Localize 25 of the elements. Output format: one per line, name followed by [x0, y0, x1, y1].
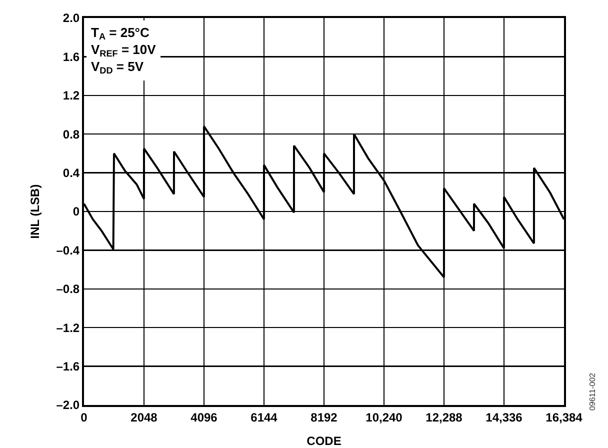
- x-tick-label: 4096: [190, 410, 218, 424]
- y-tick-label: 0.8: [62, 127, 80, 142]
- text: 09611-002: [588, 372, 598, 411]
- y-tick-label: –0.4: [56, 243, 80, 258]
- x-tick-label: 6144: [250, 410, 278, 424]
- y-tick-label: –2.0: [56, 398, 80, 412]
- y-tick-label: 0: [72, 204, 80, 219]
- y-tick-label: –0.8: [56, 282, 80, 296]
- y-tick-label: –1.6: [56, 360, 80, 374]
- x-tick-label: 2048: [130, 410, 158, 424]
- annotation: V$_{REF}$ = 10V: [91, 42, 156, 59]
- x-axis-title: CODE: [306, 434, 342, 448]
- y-tick-label: 2.0: [62, 11, 80, 26]
- x-tick-label: 12,288: [426, 410, 463, 424]
- annotation: T$_{A}$ = 25°C: [91, 25, 150, 42]
- y-tick-label: 1.2: [62, 88, 80, 103]
- y-tick-label: –1.2: [56, 320, 80, 335]
- x-tick-label: 16,384: [546, 410, 583, 424]
- x-tick-label: 10,240: [366, 410, 403, 424]
- y-tick-label: 1.6: [62, 50, 80, 64]
- annotation: V$_{DD}$ = 5V: [91, 58, 144, 76]
- y-axis-title: INL (LSB): [28, 184, 42, 239]
- y-tick-label: 0.4: [62, 166, 80, 180]
- x-tick-label: 14,336: [486, 410, 523, 424]
- x-tick-label: 8192: [310, 410, 338, 424]
